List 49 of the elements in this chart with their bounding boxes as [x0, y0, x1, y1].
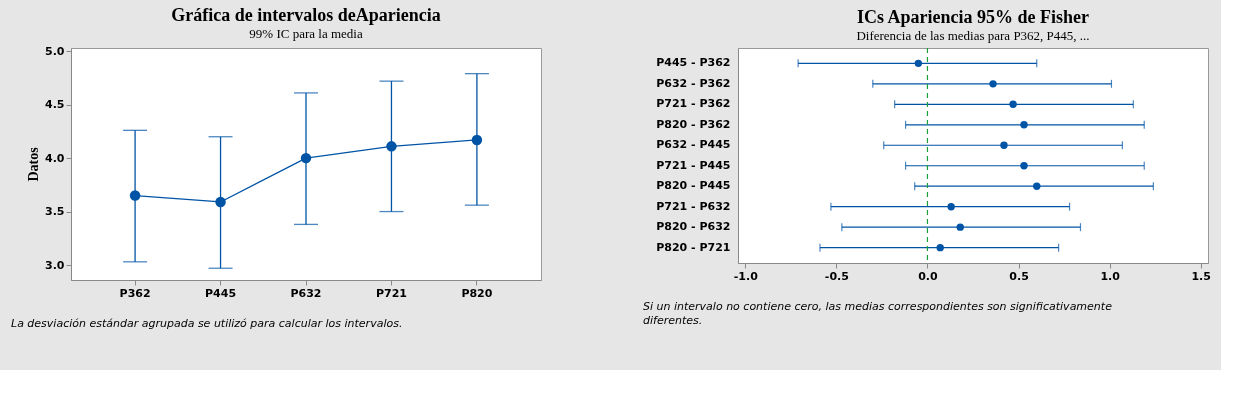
point — [1033, 182, 1041, 190]
y-tick-label: 5.0 — [45, 44, 65, 58]
y-tick-label: P820 - P632 — [656, 220, 731, 234]
x-tick-label: P820 — [461, 286, 493, 300]
y-tick-label: 4.5 — [45, 98, 65, 112]
point — [471, 134, 483, 146]
y-tick-label: P445 - P362 — [656, 56, 731, 70]
x-tick-label: -1.0 — [733, 269, 759, 283]
y-tick-label: P721 - P632 — [656, 199, 731, 213]
point — [914, 59, 923, 68]
x-tick-label: 1.0 — [1100, 269, 1121, 283]
chart-subtitle: 99% IC para la media — [249, 26, 363, 42]
x-tick-label: P721 — [375, 286, 407, 300]
x-tick-label: P632 — [290, 286, 322, 300]
y-tick-label: P820 - P445 — [656, 179, 731, 193]
text: La desviación estándar agrupada se utilizó para calcular los intervalos. — [11, 317, 403, 330]
point — [1009, 100, 1017, 109]
x-tick-label: -0.5 — [824, 269, 849, 283]
chart-subtitle: Diferencia de las medias para P362, P445, ... — [856, 28, 1090, 44]
y-tick-label: P632 - P445 — [656, 138, 731, 152]
y-tick-label: P632 - P362 — [656, 76, 731, 90]
point — [947, 202, 955, 211]
x-tick-label: 1.5 — [1191, 269, 1211, 283]
point — [215, 196, 226, 208]
x-tick-label: 0.0 — [918, 269, 939, 283]
point — [956, 223, 964, 231]
y-tick-label: 3.0 — [45, 258, 65, 272]
point — [936, 243, 944, 252]
y-tick-label: P721 - P362 — [656, 97, 731, 111]
point — [129, 190, 141, 201]
x-tick-label: P362 — [119, 286, 151, 300]
y-axis-title: Datos — [26, 146, 42, 182]
point — [1020, 121, 1028, 129]
point — [1020, 162, 1028, 170]
x-tick-label: P445 — [205, 286, 237, 300]
y-tick-label: P721 - P445 — [656, 158, 731, 172]
x-tick-label: 0.5 — [1009, 269, 1029, 283]
y-tick-label: P820 - P362 — [656, 117, 731, 131]
point — [989, 80, 997, 88]
y-tick-label: P820 - P721 — [656, 240, 731, 254]
chart-title: ICs Apariencia 95% de Fisher — [857, 7, 1090, 28]
point — [300, 152, 312, 164]
chart-title: Gráfica de intervalos deApariencia — [171, 5, 441, 26]
y-tick-label: 4.0 — [45, 151, 65, 165]
text: Si un intervalo no contiene cero, las medias correspondientes son significativamente — [643, 300, 1113, 313]
y-tick-label: 3.5 — [45, 205, 65, 219]
text: diferentes. — [643, 314, 703, 327]
point — [1000, 141, 1008, 149]
point — [386, 141, 397, 152]
